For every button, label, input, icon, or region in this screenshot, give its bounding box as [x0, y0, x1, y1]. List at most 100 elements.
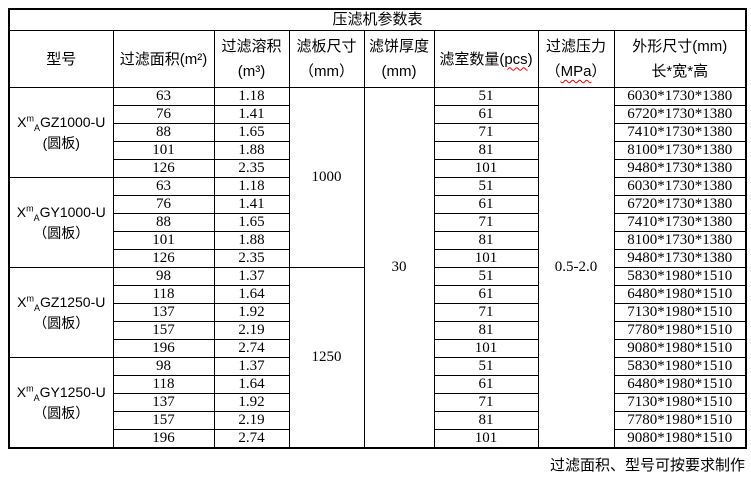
model-superscript: m	[26, 202, 34, 213]
filter-area-cell: 63	[112, 177, 215, 196]
header-line: （MPa）	[539, 59, 613, 84]
col-header-plate-size: 滤板尺寸 （mm）	[288, 30, 365, 88]
table-row: XmAGY1000-U （圆板） 63 1.18 51 6030*1730*1380	[8, 177, 747, 268]
table-row: 126 2.35 101 9480*1730*1380	[9, 249, 747, 268]
filter-volume-cell: 1.37	[213, 357, 290, 376]
filter-volume-cell: 2.35	[213, 249, 290, 268]
header-text: ）	[591, 63, 607, 80]
filter-area-cell: 137	[112, 303, 215, 322]
filter-volume-cell: 2.19	[213, 321, 290, 340]
dimensions-cell: 9080*1980*1510	[613, 339, 747, 358]
dimensions-cell: 6720*1730*1380	[613, 195, 747, 214]
header-text: 滤室数量(	[439, 50, 505, 68]
model-subscript: A	[33, 212, 40, 223]
header-line: 长*宽*高	[651, 63, 709, 80]
filter-area-cell: 196	[112, 339, 215, 358]
chamber-count-cell: 71	[433, 393, 539, 412]
model-rest: GZ1000-U	[40, 113, 106, 130]
model-plate-type: (圆板)	[42, 134, 80, 151]
chamber-count-cell: 71	[433, 303, 539, 322]
filter-area-cell: 76	[112, 105, 215, 124]
filter-volume-cell: 1.65	[213, 123, 290, 142]
dimensions-cell: 7410*1730*1380	[613, 213, 747, 232]
filter-volume-cell: 1.64	[213, 375, 290, 394]
filter-area-cell: 118	[112, 375, 215, 394]
chamber-count-cell: 61	[433, 375, 539, 394]
chamber-count-cell: 51	[433, 267, 539, 286]
dimensions-cell: 7780*1980*1510	[613, 321, 747, 340]
filter-volume-cell: 1.64	[213, 285, 290, 304]
header-line: 外形尺寸(mm)	[632, 38, 728, 55]
filter-area-cell: 157	[112, 411, 215, 430]
spellcheck-word-pcs: pcs	[504, 50, 528, 68]
col-header-dimensions: 外形尺寸(mm) 长*宽*高	[613, 30, 747, 88]
dimensions-cell: 6480*1980*1510	[613, 285, 747, 304]
pressure-cell: 0.5-2.0	[537, 87, 615, 449]
model-cell: XmAGZ1000-U (圆板)	[8, 87, 114, 178]
model-superscript: m	[26, 382, 34, 393]
filter-volume-cell: 1.88	[213, 141, 290, 160]
dimensions-cell: 7410*1730*1380	[613, 123, 747, 142]
filter-volume-cell: 1.88	[213, 231, 290, 250]
dimensions-cell: 6030*1730*1380	[613, 177, 747, 196]
table-row: 137 1.92 71 7130*1980*1510	[9, 393, 747, 412]
model-plate-type: （圆板）	[33, 404, 90, 421]
dimensions-cell: 5830*1980*1510	[613, 357, 747, 376]
table-row: 196 2.74 101 9080*1980*1510	[9, 339, 747, 358]
filter-volume-cell: 1.92	[213, 393, 290, 412]
filter-volume-cell: 1.37	[213, 267, 290, 286]
table-row: 126 2.35 101 9480*1730*1380	[9, 159, 747, 178]
model-subscript: A	[33, 302, 40, 313]
model-subscript: A	[33, 122, 40, 133]
dimensions-cell: 9480*1730*1380	[613, 249, 747, 268]
filter-area-cell: 98	[112, 357, 215, 376]
header-text: )	[527, 50, 533, 68]
table-row: 118 1.64 61 6480*1980*1510	[9, 285, 747, 304]
model-name: XmAGY1000-U	[10, 202, 112, 223]
dimensions-cell: 6720*1730*1380	[613, 105, 747, 124]
col-header-model: 型号	[8, 30, 114, 88]
model-superscript: m	[26, 292, 34, 303]
dimensions-cell: 5830*1980*1510	[613, 267, 747, 286]
chamber-count-cell: 71	[433, 213, 539, 232]
filter-area-cell: 63	[112, 87, 215, 106]
dimensions-cell: 7130*1980*1510	[613, 303, 747, 322]
chamber-count-cell: 61	[433, 285, 539, 304]
filter-area-cell: 88	[112, 123, 215, 142]
model-rest: GY1000-U	[39, 203, 106, 220]
model-cell: XmAGY1250-U （圆板）	[8, 357, 114, 449]
dimensions-cell: 9480*1730*1380	[613, 159, 747, 178]
chamber-count-cell: 61	[433, 195, 539, 214]
plate-size-cell: 1250	[288, 267, 365, 449]
header-line: (m³)	[237, 63, 266, 80]
header-line: 过滤溶积	[221, 38, 282, 55]
chamber-count-cell: 81	[433, 411, 539, 430]
header-line: 滤板尺寸	[296, 38, 357, 55]
table-row: 196 2.74 101 9080*1980*1510	[9, 429, 747, 449]
parameter-table: 压滤机参数表 型号 过滤面积(m²) 过滤溶积 (m³) 滤板尺寸 （mm） 滤…	[8, 8, 748, 449]
header-line: 过滤压力	[545, 38, 606, 55]
dimensions-cell: 7130*1980*1510	[613, 393, 747, 412]
model-prefix: X	[17, 293, 27, 310]
model-prefix: X	[17, 113, 27, 130]
filter-area-cell: 126	[112, 249, 215, 268]
filter-area-cell: 126	[112, 159, 215, 178]
table-title: 压滤机参数表	[8, 8, 747, 31]
table-row: XmAGZ1000-U (圆板) 63 1.18 1000 30 51 0.5-2.0 6030…	[8, 87, 747, 449]
table-row: 76 1.41 61 6720*1730*1380	[9, 195, 747, 214]
filter-area-cell: 101	[112, 141, 215, 160]
table-row: 88 1.65 71 7410*1730*1380	[9, 123, 747, 142]
col-header-chamber-count: 滤室数量(pcs)	[433, 30, 539, 88]
table-row: XmAGY1250-U （圆板） 98 1.37 51 5830*1980*1510	[8, 357, 747, 449]
dimensions-cell: 8100*1730*1380	[613, 141, 747, 160]
spellcheck-word-mpa: MPa	[560, 63, 592, 80]
chamber-count-cell: 61	[433, 105, 539, 124]
table-row: 157 2.19 81 7780*1980*1510	[9, 411, 747, 430]
chamber-count-cell: 101	[433, 159, 539, 178]
chamber-count-cell: 101	[433, 429, 539, 449]
filter-volume-cell: 1.41	[213, 195, 290, 214]
filter-area-cell: 88	[112, 213, 215, 232]
dimensions-cell: 7780*1980*1510	[613, 411, 747, 430]
